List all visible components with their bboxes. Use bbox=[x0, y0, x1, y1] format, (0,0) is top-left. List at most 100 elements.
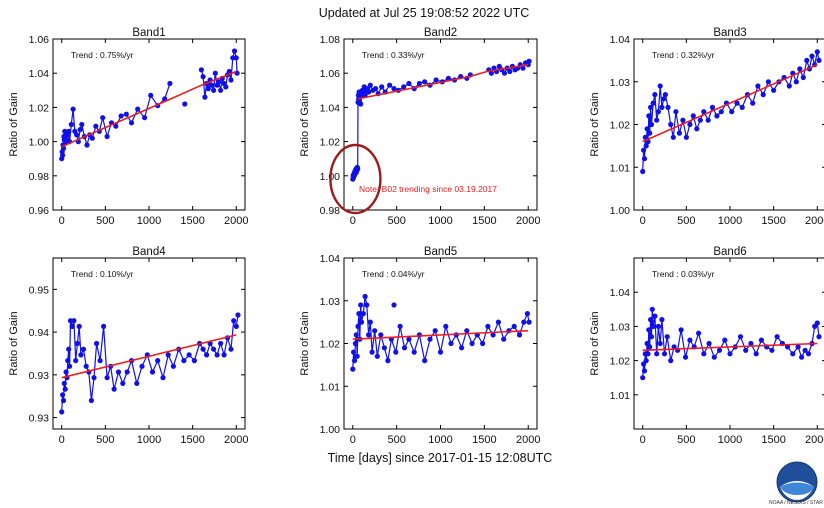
y-tick-label: 1.01 bbox=[610, 390, 631, 402]
data-point bbox=[88, 397, 94, 404]
data-point bbox=[366, 332, 372, 338]
data-point bbox=[123, 111, 129, 117]
page-title: Updated at Jul 25 19:08:52 2022 UTC bbox=[318, 6, 530, 20]
data-point bbox=[422, 358, 428, 364]
data-point bbox=[668, 358, 674, 364]
data-point bbox=[800, 74, 806, 81]
x-tick-label: 0 bbox=[350, 434, 356, 446]
y-tick-label: 1.03 bbox=[610, 321, 631, 333]
data-point bbox=[739, 104, 745, 110]
data-point bbox=[641, 147, 647, 153]
data-point bbox=[743, 347, 749, 353]
y-tick-label: 1.04 bbox=[320, 253, 341, 265]
data-point bbox=[443, 323, 449, 329]
data-point bbox=[355, 166, 361, 172]
data-point bbox=[714, 113, 720, 119]
data-point bbox=[391, 302, 397, 308]
data-point bbox=[387, 82, 393, 88]
y-tick-label: 1.04 bbox=[610, 34, 631, 46]
y-tick-label: 1.01 bbox=[610, 162, 631, 174]
data-point bbox=[374, 353, 380, 359]
data-point bbox=[202, 94, 208, 100]
data-point bbox=[646, 113, 652, 119]
y-tick-label: 0.96 bbox=[29, 205, 50, 217]
data-point bbox=[381, 345, 387, 351]
data-point bbox=[652, 313, 658, 319]
x-tick-label: 500 bbox=[96, 215, 114, 227]
data-point bbox=[705, 117, 711, 123]
trend-label: Trend : 0.33%/yr bbox=[362, 50, 425, 60]
data-point bbox=[358, 319, 365, 325]
data-point bbox=[362, 293, 368, 300]
data-point bbox=[135, 106, 141, 112]
data-point bbox=[142, 115, 148, 121]
x-tick-label: 2000 bbox=[516, 434, 540, 446]
data-point bbox=[769, 347, 775, 353]
data-point bbox=[66, 128, 72, 134]
data-point bbox=[181, 358, 187, 364]
data-point bbox=[729, 109, 735, 115]
data-point bbox=[139, 363, 145, 369]
data-point bbox=[516, 332, 523, 338]
x-tick-label: 1500 bbox=[472, 434, 496, 446]
x-tick-label: 2000 bbox=[224, 215, 248, 227]
x-tick-label: 1000 bbox=[718, 434, 742, 446]
data-point bbox=[204, 352, 210, 358]
data-point bbox=[406, 336, 412, 342]
x-tick-label: 500 bbox=[96, 434, 114, 446]
data-point bbox=[459, 345, 465, 351]
data-point bbox=[60, 152, 66, 158]
chart-band1: Band1 Ratio of Gain 0 500 1000 1500 2000 0.96 0.… bbox=[8, 27, 249, 227]
data-point bbox=[182, 101, 188, 107]
data-point bbox=[84, 142, 90, 148]
y-axis-label: Ratio of Gain bbox=[8, 311, 20, 375]
data-point bbox=[149, 369, 156, 375]
data-point bbox=[680, 117, 686, 123]
data-point bbox=[360, 311, 366, 317]
data-point bbox=[218, 87, 224, 93]
data-point bbox=[97, 358, 103, 364]
y-tick-label: 1.02 bbox=[610, 356, 631, 368]
x-tick-label: 1000 bbox=[137, 215, 161, 227]
data-point bbox=[94, 340, 100, 347]
data-line bbox=[352, 296, 530, 370]
data-point bbox=[786, 83, 792, 89]
data-point bbox=[671, 344, 677, 350]
x-tick-label: 2000 bbox=[224, 434, 248, 446]
data-point bbox=[526, 319, 532, 325]
data-point bbox=[397, 323, 403, 329]
data-point bbox=[648, 334, 655, 340]
data-point bbox=[507, 68, 513, 75]
data-point bbox=[62, 386, 68, 392]
data-point bbox=[670, 134, 676, 140]
data-point bbox=[63, 369, 69, 375]
data-point bbox=[655, 323, 662, 329]
data-point bbox=[91, 375, 97, 381]
data-point bbox=[524, 311, 531, 317]
y-axis-label: Ratio of Gain bbox=[8, 92, 20, 156]
y-tick-label: 0.98 bbox=[29, 171, 50, 183]
data-point bbox=[124, 369, 130, 375]
data-point bbox=[89, 135, 95, 141]
data-point bbox=[93, 123, 99, 129]
data-point bbox=[191, 358, 197, 364]
trend-label: Trend : 0.75%/yr bbox=[71, 50, 134, 60]
data-point bbox=[353, 332, 359, 338]
x-tick-label: 500 bbox=[677, 215, 695, 227]
data-point bbox=[200, 74, 206, 80]
data-point bbox=[411, 349, 417, 355]
x-tick-label: 1000 bbox=[428, 215, 452, 227]
trend-line bbox=[357, 63, 529, 100]
data-point bbox=[706, 340, 712, 347]
data-point bbox=[401, 84, 407, 90]
data-point bbox=[231, 48, 238, 54]
data-point bbox=[654, 351, 660, 357]
data-point bbox=[221, 352, 227, 358]
data-point bbox=[753, 351, 759, 357]
data-point bbox=[393, 349, 399, 355]
data-point bbox=[750, 100, 756, 106]
data-point bbox=[665, 104, 671, 110]
x-tick-label: 1500 bbox=[180, 215, 204, 227]
data-point bbox=[657, 340, 663, 347]
data-point bbox=[661, 351, 668, 357]
